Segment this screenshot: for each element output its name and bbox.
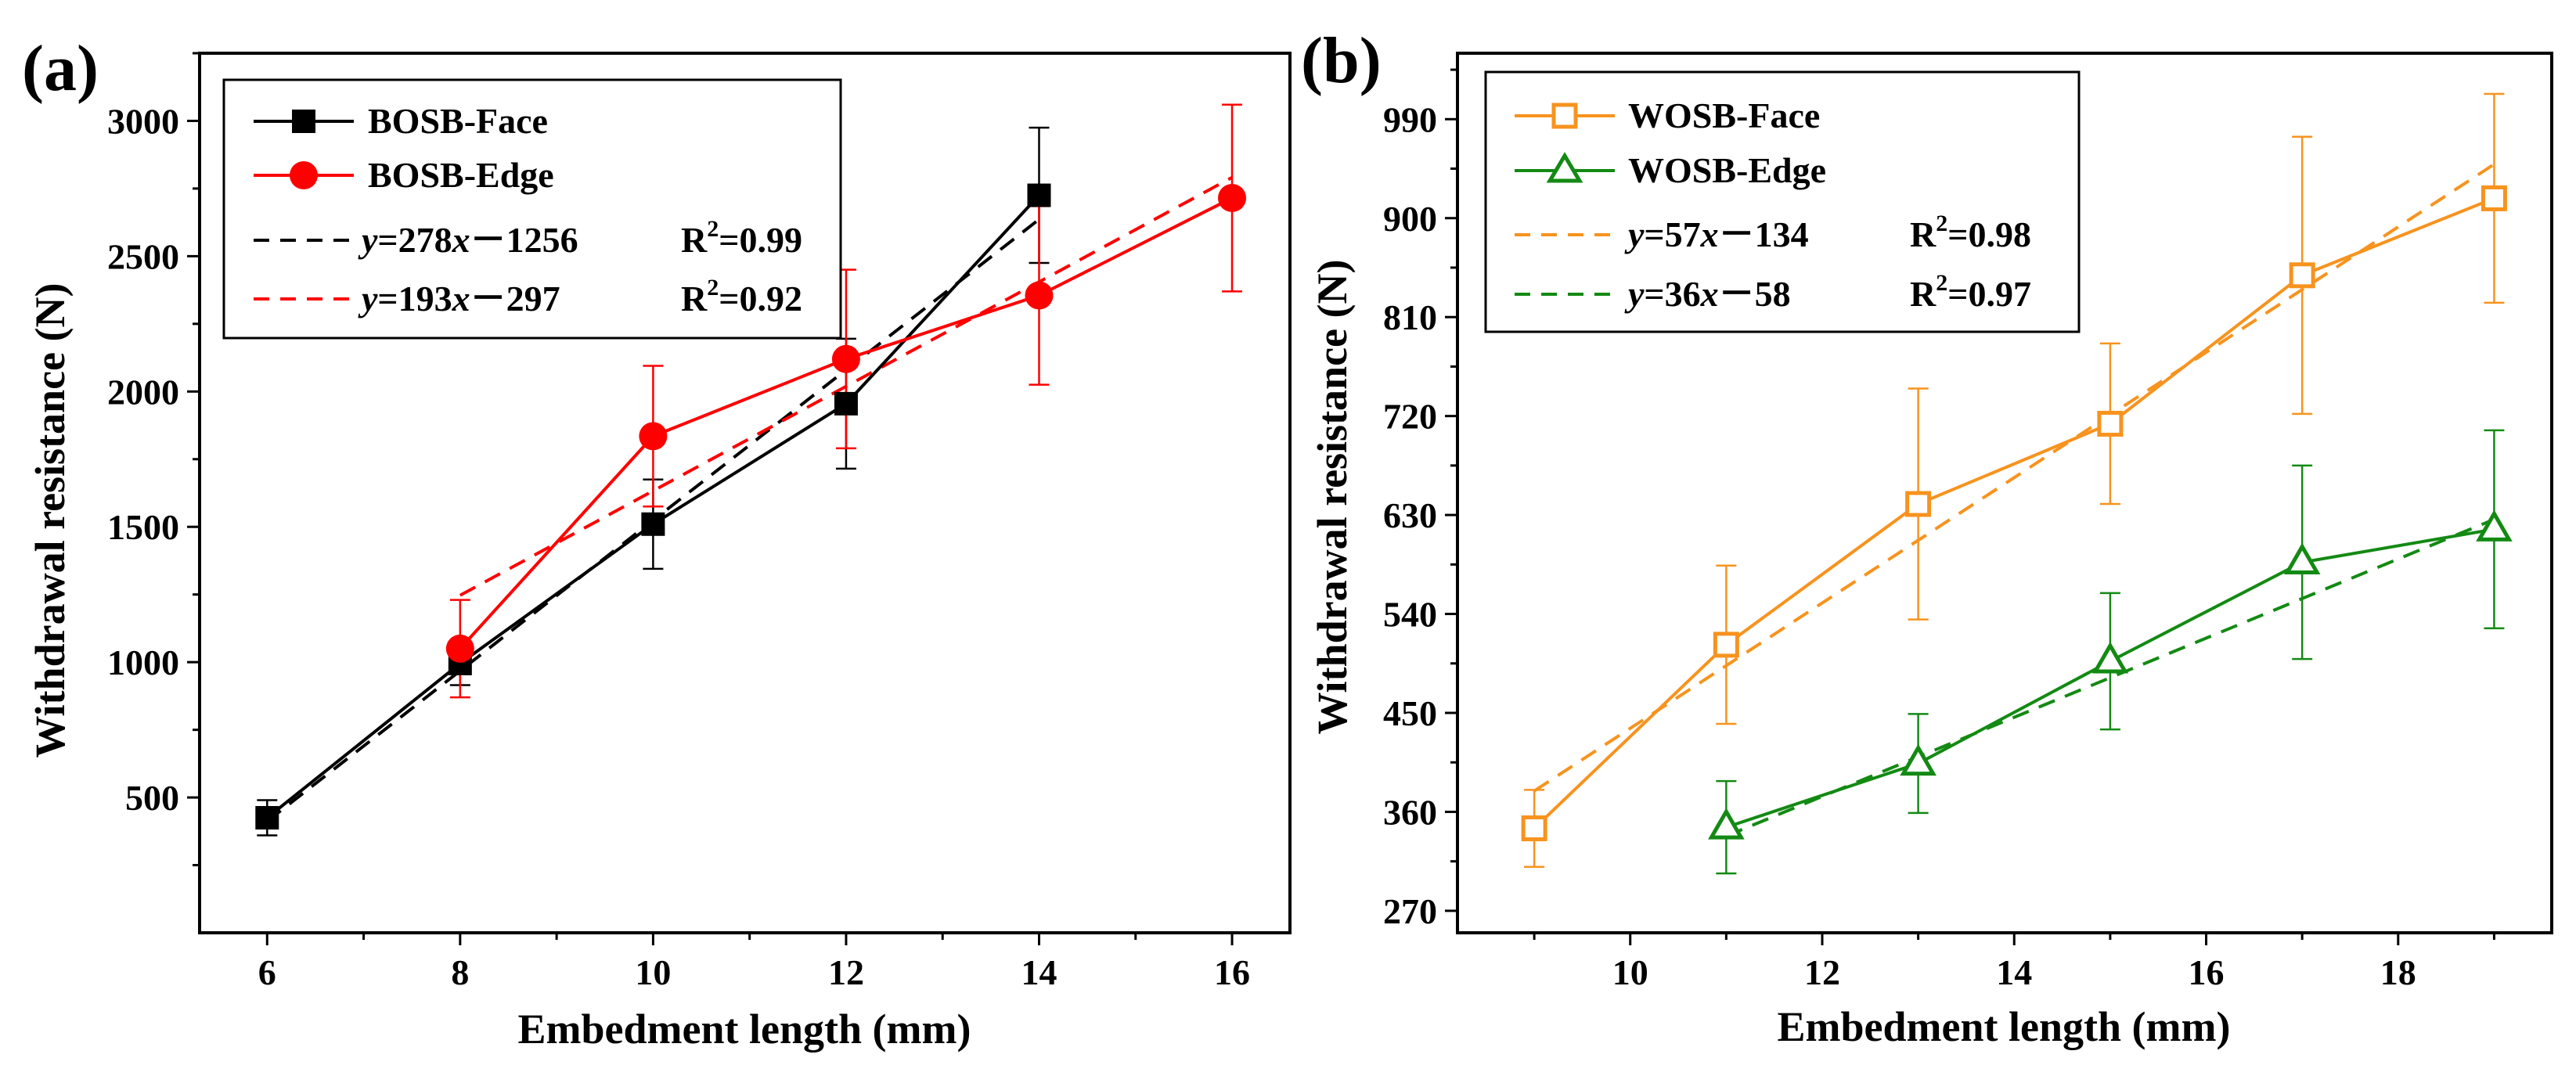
y-tick-label-900: 900: [1383, 199, 1437, 239]
data-point-wosb-edge-13: [1900, 743, 1937, 776]
legend-label-wosb-face: WOSB-Face: [1628, 95, 1820, 135]
y-tick-label-270: 270: [1383, 891, 1437, 931]
data-point-bosb-face-14: [1027, 183, 1051, 207]
legend-r2-wosb-face: R2=0.98: [1910, 211, 2031, 254]
panel-b-label: (b): [1301, 24, 1382, 97]
y-tick-label-810: 810: [1383, 297, 1437, 337]
x-tick-label-12: 12: [828, 952, 864, 992]
panel-b-legend: WOSB-Face WOSB-Edge y=57x－134 R2=0.98 y=…: [1484, 70, 2081, 333]
y-tick-label-2500: 2500: [107, 236, 179, 276]
data-point-wosb-edge-15: [2091, 641, 2129, 674]
x-tick-label-18: 18: [2380, 952, 2416, 992]
legend-entry-bosb-edge-fit: y=193x－297 R2=0.92: [254, 275, 802, 318]
panel-b-chart: (b) 10 12 14 16 18 270 360 450 540 630 720 810 900 99…: [1301, 24, 2553, 1050]
legend-r2-wosb-edge: R2=0.97: [1910, 270, 2031, 314]
series-line-wosb-face: [1533, 196, 2495, 829]
panel-a-legend: BOSB-Face BOSB-Edge y=278x－1256 R2=0.99 …: [222, 78, 842, 340]
x-tick-label-10: 10: [1612, 952, 1648, 992]
x-tick-label-14: 14: [1021, 952, 1057, 992]
legend-label-bosb-face: BOSB-Face: [368, 101, 548, 141]
y-tick-label-990: 990: [1383, 99, 1437, 139]
data-point-bosb-edge-8: [445, 634, 474, 663]
y-tick-label-500: 500: [125, 778, 179, 818]
y-tick-label-2000: 2000: [107, 372, 179, 412]
y-tick-label-540: 540: [1383, 595, 1437, 635]
panel-a-y-axis-title: Withdrawal resistance (N): [27, 283, 74, 758]
legend-entry-bosb-face: BOSB-Face: [254, 101, 548, 141]
panel-b-x-axis-title: Embedment length (mm): [1778, 1003, 2231, 1050]
legend-label-wosb-edge: WOSB-Edge: [1628, 150, 1826, 190]
legend-equation-bosb-edge: y=193x－297: [358, 279, 560, 318]
data-point-bosb-face-6: [255, 806, 279, 830]
y-tick-label-630: 630: [1383, 495, 1437, 535]
y-tick-label-720: 720: [1383, 397, 1437, 437]
legend-equation-bosb-face: y=278x－1256: [358, 220, 578, 260]
data-point-wosb-face-9: [1521, 815, 1547, 842]
x-tick-label-16: 16: [2189, 952, 2225, 992]
x-tick-label-10: 10: [635, 952, 671, 992]
legend-label-bosb-edge: BOSB-Edge: [368, 155, 554, 195]
data-point-bosb-edge-16: [1218, 184, 1247, 213]
data-point-wosb-face-13: [1905, 491, 1932, 517]
legend-marker-wosb-edge: [1546, 152, 1583, 183]
y-tick-label-450: 450: [1383, 693, 1437, 733]
data-point-wosb-edge-11: [1708, 808, 1745, 840]
panel-a-plot-frame: [198, 52, 1292, 934]
legend-r2-bosb-face: R2=0.99: [681, 216, 802, 260]
fit-line-wosb-face: [1533, 163, 2495, 793]
data-point-wosb-edge-17: [2283, 542, 2321, 575]
data-point-wosb-face-17: [2289, 262, 2315, 289]
legend-marker-bosb-face: [292, 110, 315, 133]
data-point-bosb-edge-14: [1025, 281, 1054, 310]
panel-b-fit-lines: [1533, 163, 2495, 838]
data-point-wosb-face-19: [2481, 185, 2507, 211]
legend-entry-wosb-edge-fit: y=36x－58 R2=0.97: [1515, 270, 2031, 314]
legend-marker-wosb-face: [1551, 103, 1578, 129]
data-point-bosb-edge-12: [831, 344, 860, 373]
y-tick-label-1000: 1000: [107, 642, 179, 682]
legend-marker-bosb-edge: [290, 161, 318, 189]
data-point-bosb-edge-10: [639, 422, 668, 451]
data-point-wosb-edge-19: [2476, 509, 2513, 542]
panel-a-tick-labels: 6 8 10 12 14 16 500 1000 1500 2000 2500 3000: [107, 101, 1250, 992]
legend-r2-bosb-edge: R2=0.92: [681, 275, 802, 318]
x-tick-label-16: 16: [1214, 952, 1250, 992]
fit-line-wosb-edge: [1725, 517, 2495, 838]
panel-b-tick-labels: 10 12 14 16 18 270 360 450 540 630 720 810 900 990: [1383, 99, 2416, 992]
y-tick-label-3000: 3000: [107, 101, 179, 141]
panel-a-x-axis-title: Embedment length (mm): [518, 1006, 971, 1053]
legend-entry-bosb-face-fit: y=278x－1256 R2=0.99: [254, 216, 802, 260]
x-tick-label-12: 12: [1804, 952, 1840, 992]
legend-entry-wosb-face-fit: y=57x－134 R2=0.98: [1515, 211, 2031, 254]
data-point-bosb-face-10: [641, 512, 665, 536]
legend-equation-wosb-face: y=57x－134: [1624, 214, 1809, 254]
data-point-wosb-face-15: [2097, 410, 2124, 437]
x-tick-label-14: 14: [1996, 952, 2032, 992]
panel-a-chart: (a) 6 8 10 12 14 16 500 1000 1500 2000 2500 3000 Em…: [22, 32, 1292, 1053]
y-tick-label-360: 360: [1383, 792, 1437, 832]
legend-entry-wosb-face: WOSB-Face: [1515, 95, 1820, 135]
y-tick-label-1500: 1500: [107, 507, 179, 547]
x-tick-label-6: 6: [258, 952, 276, 992]
legend-equation-wosb-edge: y=36x－58: [1624, 274, 1791, 314]
data-point-wosb-face-11: [1713, 632, 1739, 658]
panel-b-plot-frame: [1456, 52, 2553, 934]
legend-entry-wosb-edge: WOSB-Edge: [1515, 150, 1826, 190]
panel-b-y-axis-title: Withdrawal resistance (N): [1309, 260, 1356, 735]
panel-a-label: (a): [22, 32, 99, 105]
data-point-bosb-face-12: [834, 391, 858, 416]
x-tick-label-8: 8: [451, 952, 469, 992]
panel-a-markers: [255, 183, 1247, 830]
legend-entry-bosb-edge: BOSB-Edge: [254, 155, 554, 195]
panel-b-markers: [1521, 185, 2513, 842]
